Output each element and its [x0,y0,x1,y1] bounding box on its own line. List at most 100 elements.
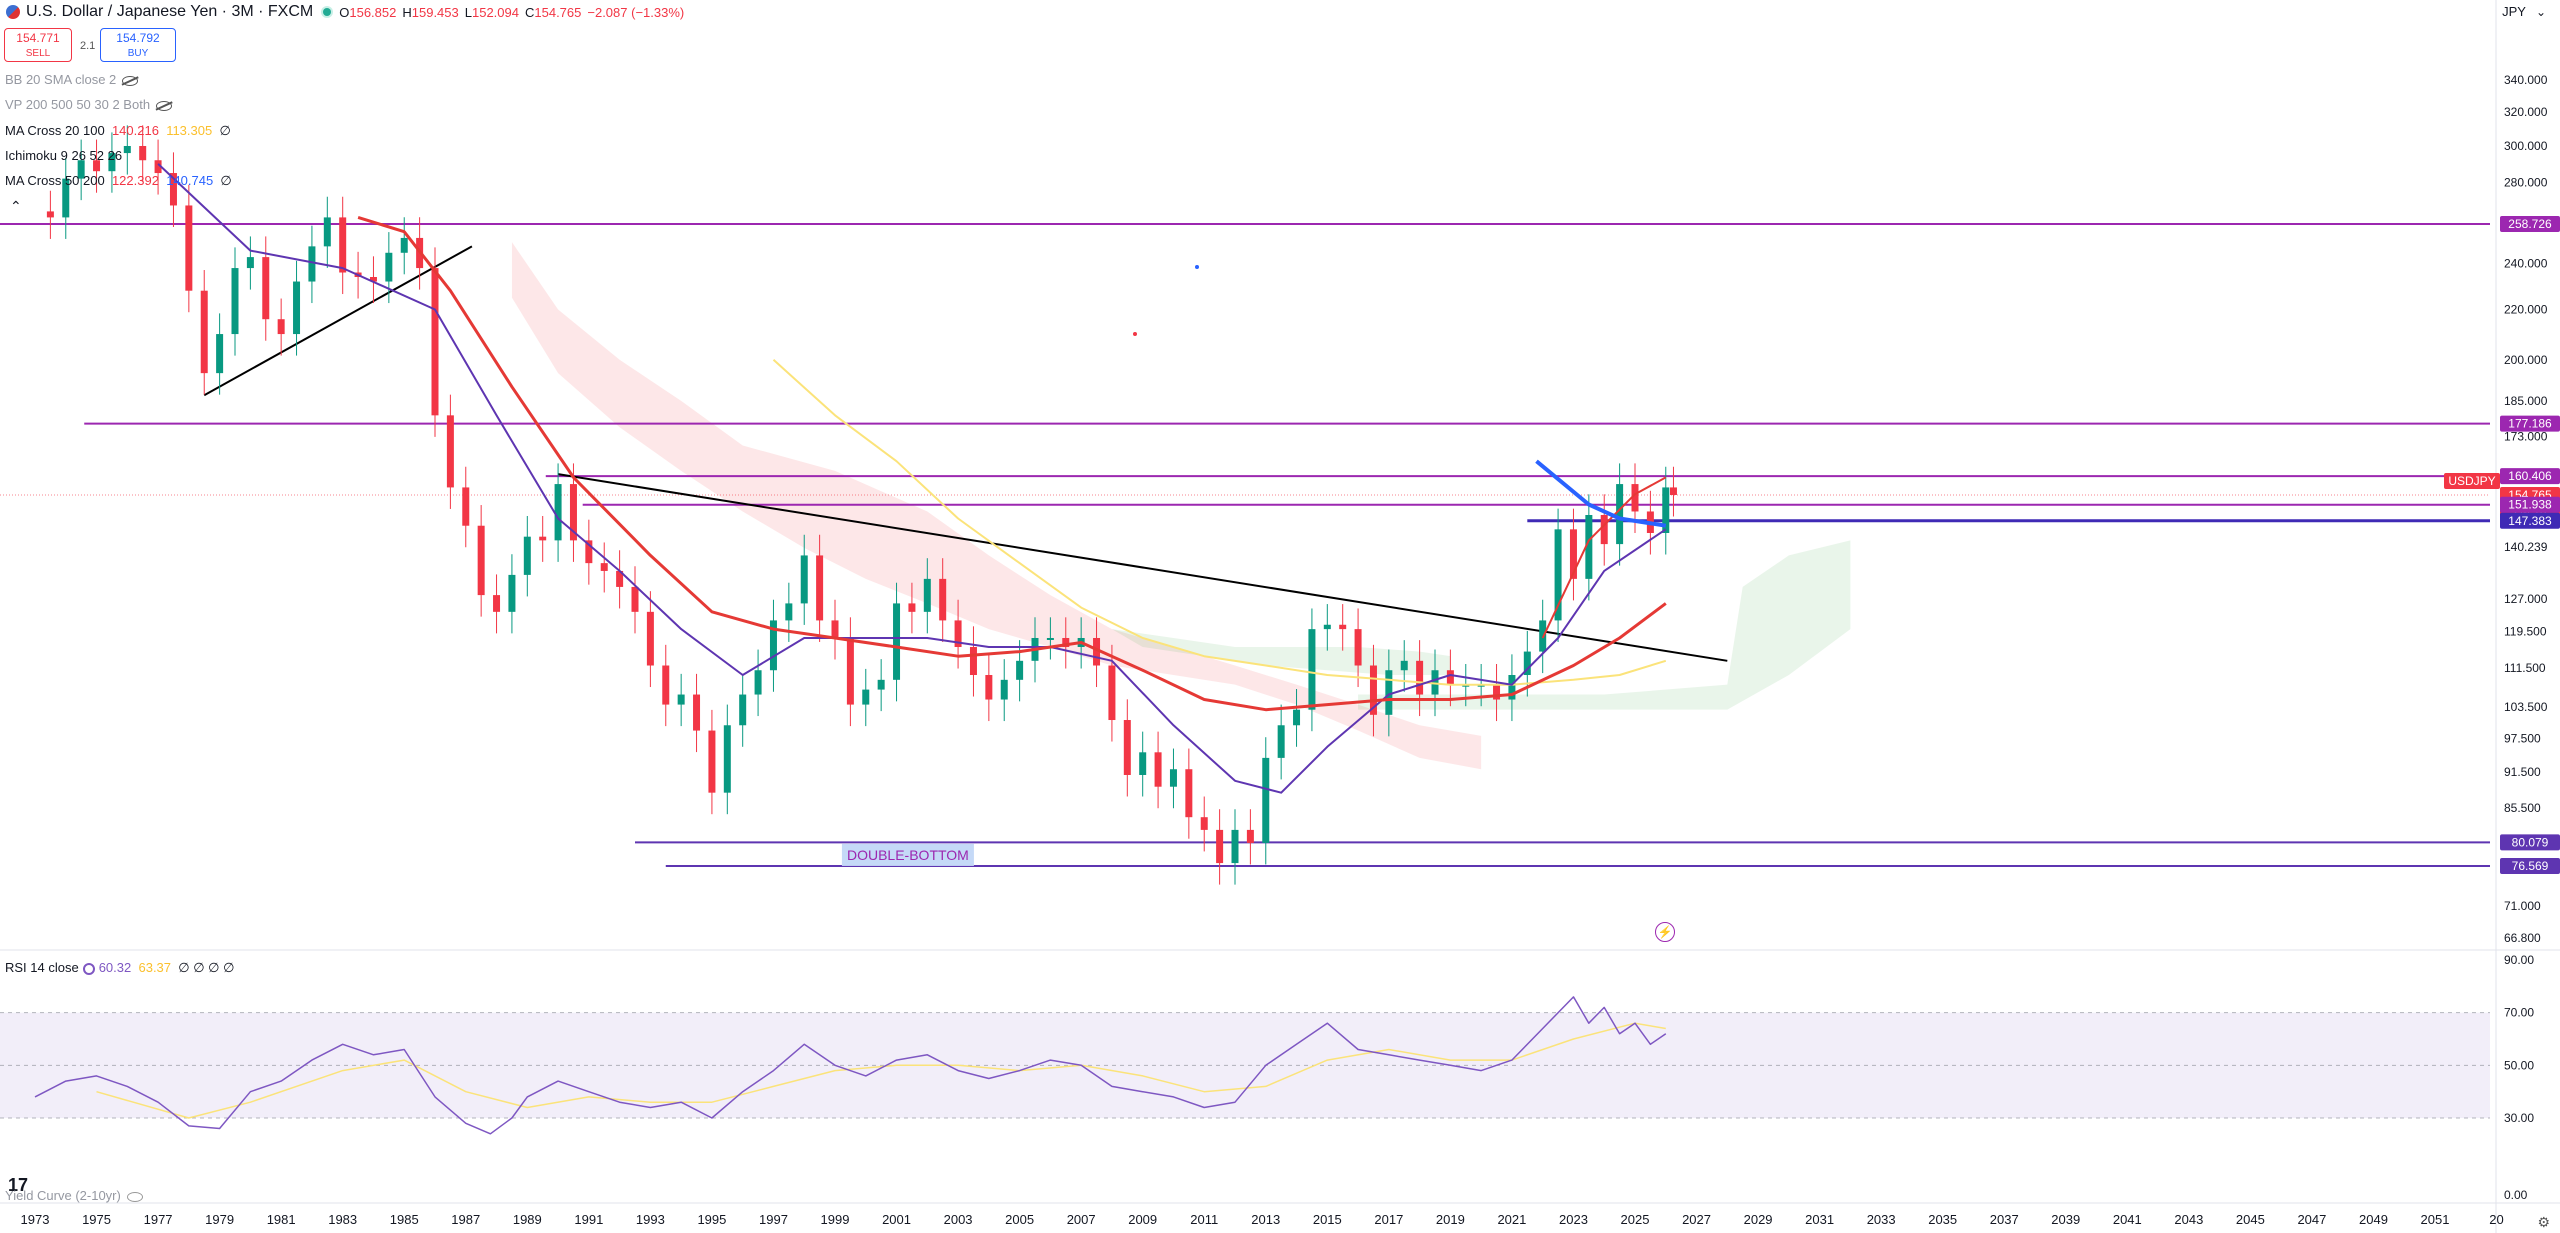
price-tick-label: 85.500 [2504,801,2541,815]
price-tick-label: 127.000 [2504,592,2548,606]
candle-body [1323,624,1331,630]
candle-body [139,145,147,161]
candle-body [616,570,624,587]
candle-body [1093,637,1101,666]
candle-body [1600,514,1608,545]
marker-dot [1195,265,1199,269]
collapse-legend-icon[interactable]: ⌃ [10,198,22,214]
candle-body [1369,665,1377,715]
currency-selector[interactable]: JPY ⌄ [2502,4,2546,19]
price-label-box [2500,216,2560,233]
price-label-box [2500,512,2560,529]
indicator-ma-cross-20-100[interactable]: MA Cross 20 100 140.216 113.305 ∅ [5,123,231,138]
gear-icon[interactable]: ⚙ [2537,1214,2550,1230]
currency-flag-icon [6,5,20,19]
indicator-vp[interactable]: VP 200 500 50 30 2 Both [5,97,173,112]
candle-body [554,484,562,541]
candle-body [677,694,685,705]
x-tick-label: 1995 [697,1212,726,1227]
sell-button[interactable]: 154.771 SELL [4,28,72,62]
candle-body [216,334,224,374]
x-tick-label: 2043 [2174,1212,2203,1227]
price-label-box [2500,834,2560,851]
candle-body [385,252,393,282]
x-tick-label: 2015 [1313,1212,1342,1227]
trendline-1 [557,473,1728,662]
price-label-box [2500,415,2560,432]
candle-body [693,694,701,731]
indicator-ma-cross-50-200[interactable]: MA Cross 50 200 122.392 140.745 ∅ [5,173,232,188]
candle-body [323,217,331,247]
candle-body [923,578,931,612]
x-tick-label: 2037 [1990,1212,2019,1227]
candle-body [93,160,101,172]
candle-body [1062,637,1070,648]
indicator-ichimoku[interactable]: Ichimoku 9 26 52 26 [5,148,123,163]
buy-price: 154.792 [116,31,160,45]
x-tick-label: 2039 [2051,1212,2080,1227]
candle-body [1308,629,1316,710]
hidden-eye-icon[interactable] [122,75,139,86]
candle-body [231,268,239,335]
x-tick-label: 2027 [1682,1212,1711,1227]
candle-body [154,160,162,174]
candle-body [1662,487,1670,533]
x-tick-label: 2005 [1005,1212,1034,1227]
yield-curve-label[interactable]: Yield Curve (2-10yr) [5,1188,143,1203]
ohlc-close: C154.765 [524,4,582,20]
price-tick-label: 185.000 [2504,394,2548,408]
x-tick-label: 2041 [2113,1212,2142,1227]
x-tick-label: 2047 [2297,1212,2326,1227]
candle-body [585,540,593,564]
price-tick-label: 340.000 [2504,73,2548,87]
candle-body [400,237,408,253]
candle-body [1108,665,1116,721]
price-tick-label: 91.500 [2504,765,2541,779]
x-tick-label: 2009 [1128,1212,1157,1227]
symbol-header: U.S. Dollar / Japanese Yen · 3M · FXCM O… [0,0,690,24]
candle-body [846,637,854,705]
trendline-0 [203,245,473,397]
candle-body [893,603,901,680]
ma-red-short-line [1541,476,1667,639]
candle-body [754,670,762,695]
symbol-title[interactable]: U.S. Dollar / Japanese Yen · 3M · FXCM [26,3,314,20]
price-tick-label: 140.239 [2504,540,2548,554]
price-tick-label: 119.500 [2504,624,2547,638]
price-label: 151.938 [2508,498,2552,512]
price-label: 80.079 [2512,835,2549,849]
x-tick-label: 1991 [574,1212,603,1227]
candle-body [877,679,885,690]
buy-button[interactable]: 154.792 BUY [100,28,176,62]
price-label: 76.569 [2512,859,2549,873]
indicator-rsi[interactable]: RSI 14 close 60.32 63.37 ∅ ∅ ∅ ∅ [5,960,235,975]
hidden-eye-icon[interactable] [126,1191,143,1202]
candle-body [1154,752,1162,787]
ma-purple-line [157,163,1667,794]
price-tick-label: 71.000 [2504,899,2541,913]
candle-body [1431,670,1439,695]
candle-body [1523,651,1531,676]
candle-body [1046,637,1054,640]
candle-body [1231,829,1239,864]
price-tick-label: 111.500 [2504,661,2546,675]
ohlc-low: L152.094 [464,4,519,20]
candle-body [1200,817,1208,830]
x-tick-label: 2017 [1374,1212,1403,1227]
annotation-double-bottom: DOUBLE-BOTTOM [847,847,969,863]
candle-body [477,525,485,596]
market-status-icon [323,8,332,16]
rsi-settings-icon[interactable] [82,962,95,975]
x-tick-label: 1993 [636,1212,665,1227]
indicator-bb[interactable]: BB 20 SMA close 2 [5,72,139,87]
candle-body [1339,624,1347,630]
candle-body [431,268,439,416]
x-tick-label: 2023 [1559,1212,1588,1227]
candle-body [1416,660,1424,695]
x-tick-label: 2025 [1621,1212,1650,1227]
candle-body [969,647,977,676]
goto-realtime-icon[interactable]: ⚡ [1655,922,1675,942]
candle-body [769,620,777,671]
hidden-eye-icon[interactable] [156,100,173,111]
